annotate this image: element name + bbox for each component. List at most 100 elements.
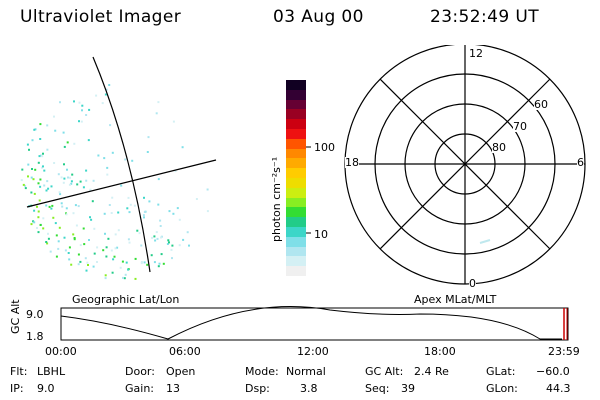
emission-pixel	[63, 236, 66, 239]
emission-pixel	[155, 231, 158, 234]
emission-pixel	[68, 246, 71, 249]
emission-pixel	[156, 237, 159, 240]
colorbar-swatch	[286, 236, 306, 247]
gcalt-label: GC Alt:	[365, 365, 404, 378]
emission-pixel	[113, 255, 116, 258]
emission-pixel	[125, 261, 128, 264]
emission-pixel	[160, 253, 163, 256]
emission-pixel	[77, 253, 80, 256]
emission-pixel	[32, 178, 35, 181]
emission-pixel	[42, 227, 45, 230]
glat-value: −60.0	[536, 365, 570, 378]
emission-pixel	[31, 139, 34, 142]
emission-pixel	[40, 154, 43, 157]
emission-pixel	[87, 264, 89, 266]
emission-pixel	[171, 257, 173, 260]
emission-pixel	[34, 168, 37, 171]
colorbar-swatch	[286, 138, 306, 149]
emission-pixel	[148, 200, 151, 203]
emission-pixel	[171, 244, 174, 247]
mode-value: Normal	[286, 365, 326, 378]
emission-pixel	[85, 169, 88, 172]
emission-pixel	[108, 84, 111, 86]
emission-pixel	[120, 184, 123, 187]
emission-pixel	[36, 205, 38, 208]
emission-pixel	[73, 100, 75, 103]
emission-pixel	[83, 243, 86, 246]
colorbar-unit-label: photon cm⁻²s⁻¹	[270, 156, 283, 242]
colorbar-swatch	[286, 256, 306, 267]
emission-pixel	[110, 249, 113, 252]
emission-pixel	[96, 261, 98, 263]
emission-pixel	[57, 240, 60, 243]
time-label: 23:52:49 UT	[430, 7, 539, 27]
emission-pixel	[85, 269, 88, 272]
emission-pixel	[75, 224, 78, 227]
emission-pixel	[176, 207, 179, 210]
door-label: Door:	[125, 365, 155, 378]
emission-pixel	[59, 193, 62, 196]
emission-pixel	[31, 168, 33, 170]
emission-pixel	[114, 233, 117, 236]
glat-label: GLat:	[486, 365, 516, 378]
emission-pixel	[105, 255, 108, 258]
emission-pixel	[37, 210, 40, 213]
mlat-mlt-polar-plot	[344, 45, 586, 285]
emission-pixel	[47, 187, 50, 190]
emission-pixel	[124, 273, 127, 276]
emission-pixel	[65, 207, 68, 210]
ip-value: 9.0	[37, 382, 55, 395]
colorbar-swatch	[286, 99, 306, 110]
emission-pixel	[157, 203, 160, 206]
emission-pixel	[58, 191, 61, 194]
emission-pixel	[129, 203, 132, 206]
geo-panel-label: Geographic Lat/Lon	[72, 293, 180, 306]
mlt-label-0: 0	[469, 277, 476, 290]
emission-pixel	[124, 158, 127, 161]
emission-pixel	[73, 237, 76, 239]
mlat-label-70: 70	[513, 120, 527, 133]
mlat-label-60: 60	[534, 98, 548, 111]
colorbar-swatch	[286, 246, 306, 257]
emission-pixel	[53, 115, 55, 118]
emission-pixel	[43, 184, 46, 187]
emission-pixel	[47, 237, 50, 240]
emission-pixel	[76, 183, 79, 186]
emission-pixel	[33, 128, 36, 131]
emission-pixel	[92, 265, 95, 268]
emission-pixel	[37, 182, 40, 185]
emission-pixel	[54, 222, 57, 225]
emission-pixel	[57, 247, 60, 250]
emission-pixel	[52, 216, 55, 219]
emission-pixel	[34, 128, 37, 131]
emission-pixel	[81, 104, 84, 107]
colorbar-tick-100: 100	[314, 141, 335, 154]
emission-pixel	[49, 250, 52, 253]
emission-pixel	[150, 254, 153, 257]
emission-pixel	[157, 101, 160, 104]
emission-pixel	[101, 102, 104, 105]
emission-pixel	[89, 188, 92, 191]
mlt-label-18: 18	[345, 156, 359, 169]
geo-parallel-line	[26, 159, 217, 208]
polar-panel-label: Apex MLat/MLT	[414, 293, 497, 306]
filter-label: Flt:	[10, 365, 28, 378]
emission-pixel	[84, 257, 87, 260]
emission-pixel	[79, 180, 82, 183]
colorbar-swatch	[286, 128, 306, 139]
emission-pixel	[80, 120, 83, 123]
dsp-value: 3.8	[300, 382, 318, 395]
emission-pixel	[74, 204, 77, 207]
emission-pixel	[159, 219, 162, 222]
emission-pixel	[153, 261, 156, 264]
emission-pixel	[50, 207, 53, 210]
emission-pixel	[157, 178, 160, 181]
emission-pixel	[114, 247, 117, 250]
colorbar	[286, 80, 306, 276]
emission-pixel	[106, 166, 109, 169]
emission-pixel	[30, 176, 33, 179]
emission-pixel	[172, 120, 175, 123]
emission-pixel	[38, 155, 41, 158]
emission-pixel	[142, 214, 145, 217]
